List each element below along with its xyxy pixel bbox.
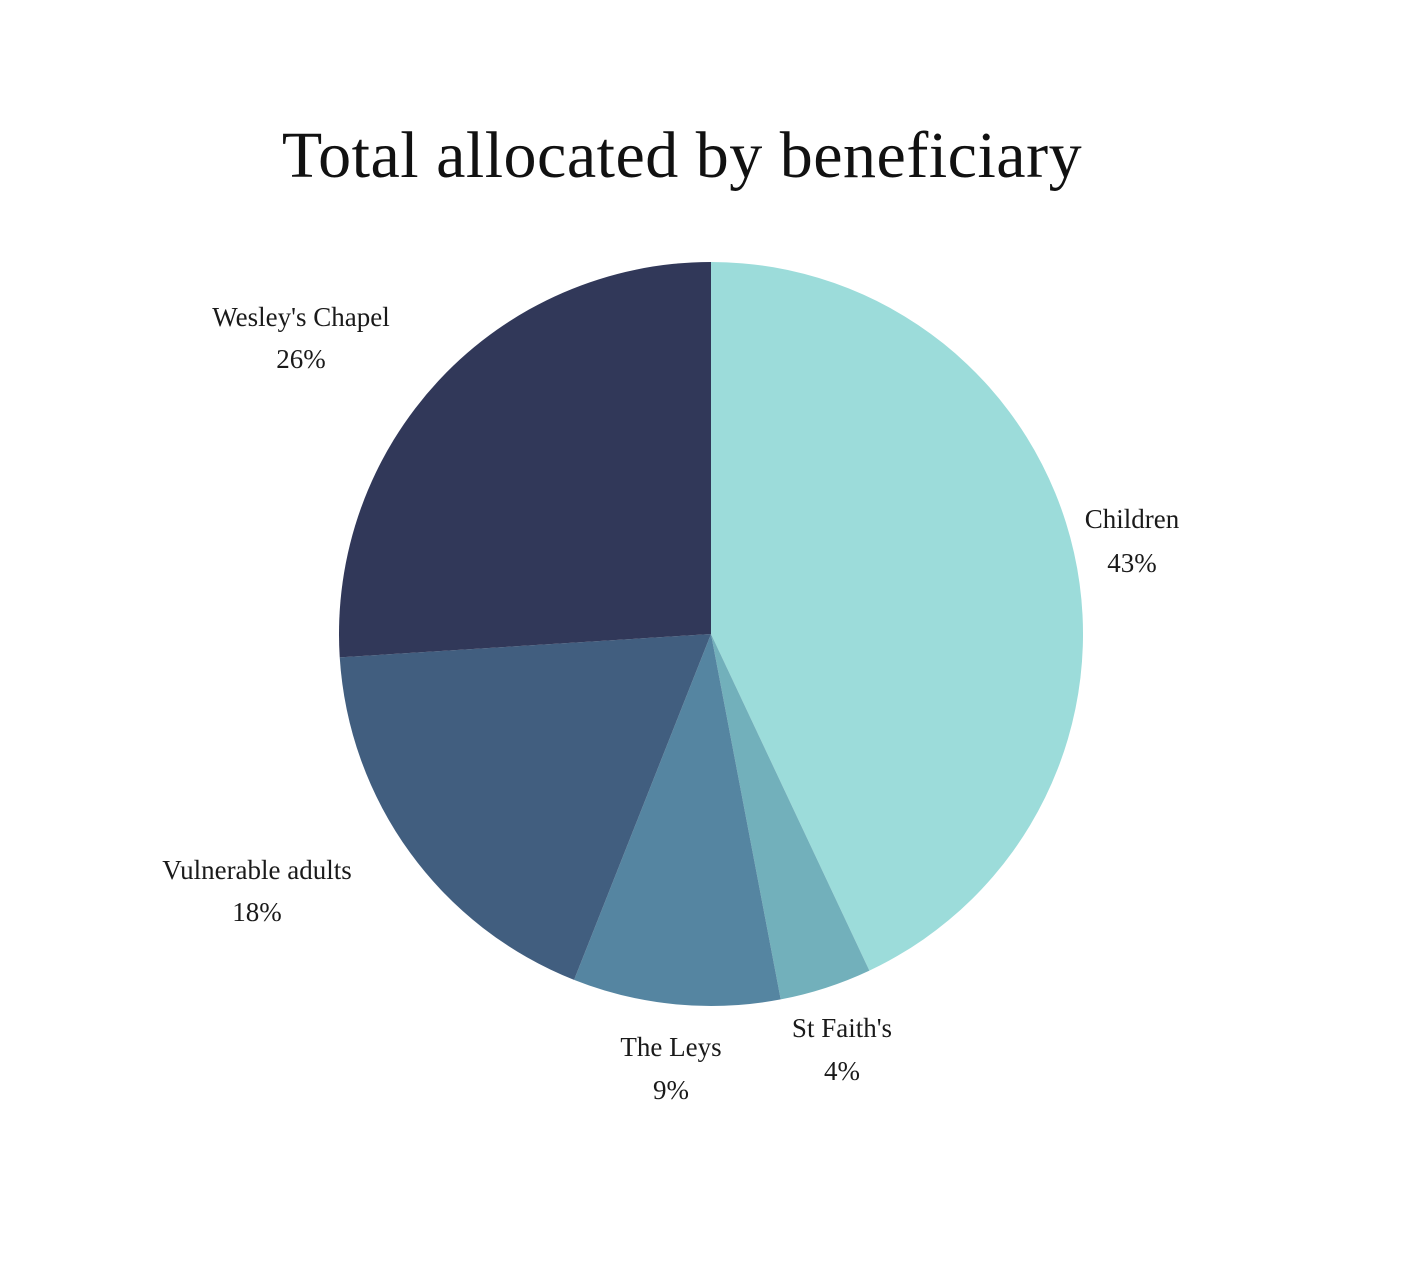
slice-label-st-faith-s: St Faith's — [792, 1013, 892, 1043]
slice-label-vulnerable-adults: Vulnerable adults — [162, 855, 352, 885]
pie-slice-st-faith-s — [711, 634, 870, 1000]
slice-value-children: 43% — [1107, 548, 1157, 578]
slice-value-vulnerable-adults: 18% — [232, 897, 282, 927]
pie-slice-the-leys — [574, 634, 781, 1007]
pie-slice-children — [711, 262, 1084, 971]
slice-value-the-leys: 9% — [653, 1075, 689, 1105]
slice-value-wesley-s-chapel: 26% — [276, 344, 326, 374]
slice-label-wesley-s-chapel: Wesley's Chapel — [212, 302, 389, 332]
pie-slices — [338, 262, 1084, 1007]
chart-title: Total allocated by beneficiary — [281, 119, 1083, 192]
pie-slice-vulnerable-adults — [339, 634, 711, 980]
pie-labels: Children 43% St Faith's 4% The Leys 9% Vulnera… — [162, 302, 1180, 1105]
slice-label-children: Children — [1085, 504, 1180, 534]
slice-label-the-leys: The Leys — [620, 1032, 721, 1062]
slice-value-st-faith-s: 4% — [824, 1056, 860, 1086]
pie-slice-wesley-s-chapel — [338, 262, 711, 658]
